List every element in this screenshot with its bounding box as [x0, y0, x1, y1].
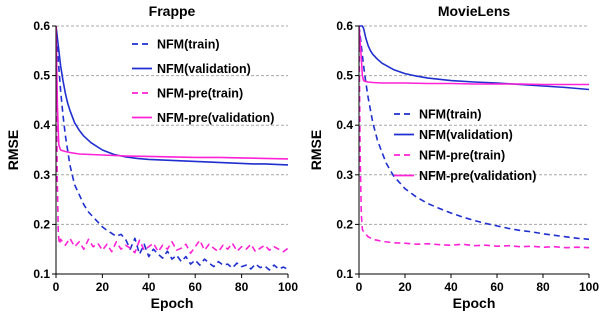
legend-label: NFM-pre(validation): [157, 111, 274, 125]
y-axis-label: RMSE: [308, 130, 324, 170]
legend-label: NFM-pre(train): [419, 149, 505, 163]
y-tick-label: 0.5: [33, 69, 50, 83]
series-line-nfm-train: [56, 25, 288, 271]
x-tick-label: 0: [356, 280, 363, 294]
y-tick-label: 0.6: [33, 19, 50, 33]
legend-label: NFM(validation): [157, 62, 251, 76]
legend-label: NFM(train): [419, 108, 482, 122]
x-tick-label: 100: [579, 280, 599, 294]
y-tick-label: 0.2: [33, 217, 50, 231]
x-tick-label: 80: [235, 280, 249, 294]
x-tick-label: 100: [278, 280, 298, 294]
legend-label: NFM(train): [157, 38, 220, 52]
y-tick-label: 0.4: [33, 118, 50, 132]
x-tick-label: 80: [536, 280, 550, 294]
series-line-nfm-pre-train: [359, 25, 589, 249]
x-tick-label: 40: [444, 280, 458, 294]
x-tick-label: 60: [490, 280, 504, 294]
series-group: [56, 25, 288, 271]
legend-label: NFM-pre(train): [157, 87, 243, 101]
y-tick-label: 0.5: [336, 69, 353, 83]
series-line-nfm-train: [359, 25, 589, 241]
y-tick-label: 0.3: [33, 168, 50, 182]
y-tick-label: 0.2: [336, 217, 353, 231]
y-tick-label: 0.6: [336, 19, 353, 33]
series-line-nfm-pre-train: [56, 25, 288, 254]
x-tick-label: 40: [142, 280, 156, 294]
x-axis-label: Epoch: [151, 295, 194, 311]
legend-label: NFM(validation): [419, 128, 513, 142]
legend: NFM(train) NFM(validation) NFM-pre(train) N…: [132, 38, 274, 125]
y-tick-label: 0.4: [336, 118, 353, 132]
chart-title: MovieLens: [438, 3, 511, 19]
legend: NFM(train) NFM(validation) NFM-pre(train) N…: [394, 108, 536, 183]
x-tick-label: 0: [53, 280, 60, 294]
series-line-nfm-validation: [359, 25, 589, 91]
legend-label: NFM-pre(validation): [419, 169, 536, 183]
y-tick-label: 0.1: [33, 267, 50, 281]
series-group: [359, 25, 589, 249]
series-line-nfm-pre-validation: [359, 25, 589, 86]
y-axis-label: RMSE: [5, 130, 21, 170]
x-tick-label: 20: [96, 280, 110, 294]
x-axis-label: Epoch: [453, 295, 496, 311]
y-tick-label: 0.1: [336, 267, 353, 281]
chart-frappe: 0.1 0.2 0.3 0.4 0.5 0.6 0 20 40 60 80 100 Frappe Epoc…: [5, 3, 298, 311]
chart-title: Frappe: [149, 3, 196, 19]
x-tick-label: 20: [398, 280, 412, 294]
series-line-nfm-validation: [56, 25, 288, 166]
y-tick-label: 0.3: [336, 168, 353, 182]
series-line-nfm-pre-validation: [56, 25, 288, 160]
x-tick-label: 60: [189, 280, 203, 294]
chart-movielens: 0.1 0.2 0.3 0.4 0.5 0.6 0 20 40 60 80 100 MovieLens E…: [308, 3, 599, 311]
